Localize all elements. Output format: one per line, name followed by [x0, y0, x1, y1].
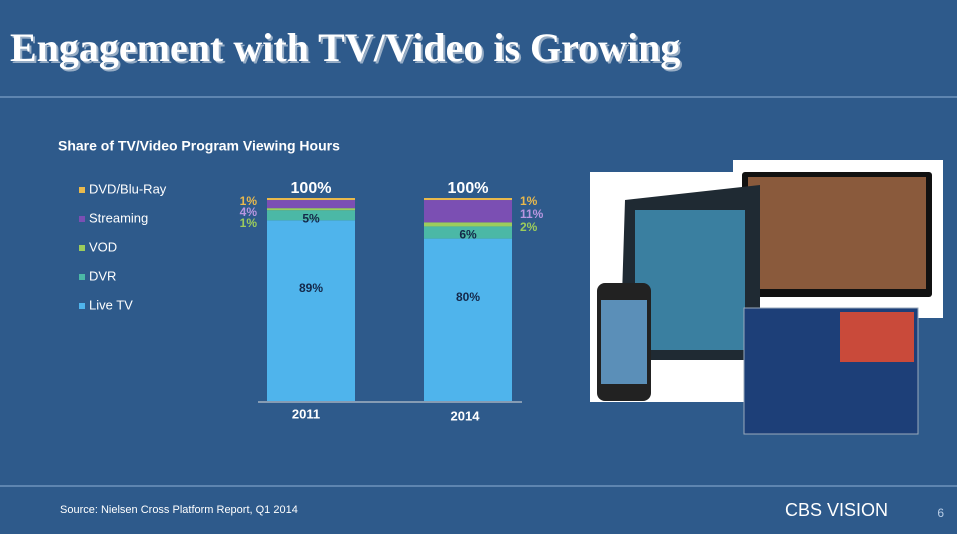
legend-label: Live TV	[89, 297, 133, 312]
value-label: 89%	[299, 281, 323, 295]
x-tick-label: 2014	[451, 408, 481, 423]
legend-label: DVR	[89, 268, 116, 283]
legend-label: DVD/Blu-Ray	[89, 181, 167, 196]
bar-segment	[267, 220, 355, 401]
value-label: 11%	[520, 207, 544, 221]
legend-swatch	[79, 187, 85, 193]
value-label: 2%	[520, 220, 538, 234]
tablet-screen	[635, 210, 745, 350]
bar-segment	[267, 200, 355, 209]
value-label: 1%	[520, 194, 538, 208]
source: Source: Nielsen Cross Platform Report, Q…	[60, 504, 298, 516]
logo: CBS VISION	[785, 500, 888, 520]
legend-swatch	[79, 303, 85, 309]
bar-segment	[267, 210, 355, 221]
value-label: 1%	[240, 194, 258, 208]
poster	[840, 312, 914, 362]
title-shadow: Engagement with TV/Video is Growing	[12, 27, 682, 72]
bar-segment	[267, 208, 355, 211]
legend-label: Streaming	[89, 210, 148, 225]
bar-segment	[424, 238, 512, 401]
value-label: 4%	[240, 205, 258, 219]
devices-photo	[590, 160, 943, 435]
x-tick-label: 2011	[292, 406, 320, 421]
legend-swatch	[79, 216, 85, 222]
total-label: 100%	[448, 180, 489, 197]
bar-segment	[424, 226, 512, 239]
bar-segment	[267, 198, 355, 201]
bar-segment	[424, 222, 512, 227]
chart-title: Share of TV/Video Program Viewing Hours	[58, 138, 340, 154]
total-label: 100%	[291, 180, 332, 197]
value-label: 80%	[456, 290, 480, 304]
value-label: 6%	[459, 228, 477, 242]
legend-swatch	[79, 245, 85, 251]
slide-title: Engagement with TV/Video is Growing	[10, 25, 680, 70]
legend-swatch	[79, 274, 85, 280]
phone-screen	[601, 300, 647, 384]
bar-segment	[424, 200, 512, 223]
page-number: 6	[937, 506, 944, 520]
value-label: 1%	[240, 216, 258, 230]
tv-screen	[748, 177, 926, 289]
value-label: 5%	[302, 211, 320, 225]
legend-label: VOD	[89, 239, 117, 254]
bar-segment	[424, 198, 512, 201]
